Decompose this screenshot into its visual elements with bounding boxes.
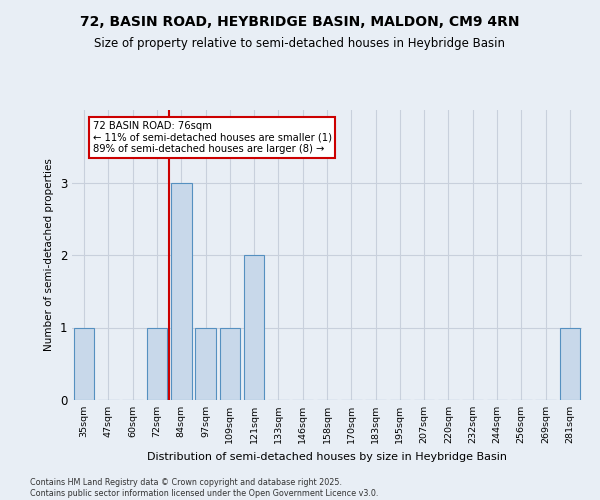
Bar: [195, 328, 216, 400]
Bar: [244, 255, 265, 400]
Bar: [74, 328, 94, 400]
Text: Contains HM Land Registry data © Crown copyright and database right 2025.
Contai: Contains HM Land Registry data © Crown c…: [30, 478, 379, 498]
Text: 72 BASIN ROAD: 76sqm
← 11% of semi-detached houses are smaller (1)
89% of semi-d: 72 BASIN ROAD: 76sqm ← 11% of semi-detac…: [92, 121, 332, 154]
Text: Size of property relative to semi-detached houses in Heybridge Basin: Size of property relative to semi-detach…: [95, 38, 505, 51]
Bar: [171, 182, 191, 400]
Y-axis label: Number of semi-detached properties: Number of semi-detached properties: [44, 158, 54, 352]
Text: 72, BASIN ROAD, HEYBRIDGE BASIN, MALDON, CM9 4RN: 72, BASIN ROAD, HEYBRIDGE BASIN, MALDON,…: [80, 15, 520, 29]
Bar: [560, 328, 580, 400]
Bar: [220, 328, 240, 400]
Bar: [146, 328, 167, 400]
X-axis label: Distribution of semi-detached houses by size in Heybridge Basin: Distribution of semi-detached houses by …: [147, 452, 507, 462]
